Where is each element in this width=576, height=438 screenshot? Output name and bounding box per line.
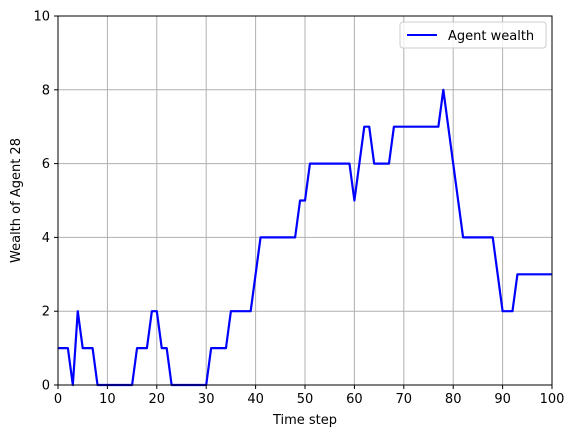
y-axis-label: Wealth of Agent 28 bbox=[9, 138, 24, 263]
x-tick-label: 10 bbox=[99, 392, 116, 407]
y-tick-label: 10 bbox=[33, 10, 50, 25]
x-axis-label: Time step bbox=[272, 413, 337, 428]
x-tick-label: 50 bbox=[297, 392, 314, 407]
x-tick-label: 30 bbox=[198, 392, 215, 407]
x-tick-label: 80 bbox=[445, 392, 462, 407]
ticks: 0 10 20 30 40 50 60 70 80 90 100 0 2 4 6 8 10 bbox=[33, 10, 564, 408]
y-tick-label: 2 bbox=[42, 305, 50, 320]
x-tick-label: 20 bbox=[149, 392, 166, 407]
x-tick-label: 60 bbox=[346, 392, 363, 407]
x-tick-label: 70 bbox=[396, 392, 413, 407]
legend-box bbox=[399, 21, 547, 49]
x-tick-label: 0 bbox=[54, 392, 62, 407]
y-tick-label: 8 bbox=[42, 83, 50, 98]
y-tick-label: 4 bbox=[42, 231, 50, 246]
x-tick-label: 90 bbox=[494, 392, 511, 407]
series-layer bbox=[58, 88, 552, 387]
series-line-agent-wealth bbox=[58, 88, 552, 387]
legend-label: Agent wealth bbox=[448, 29, 534, 44]
y-tick-label: 6 bbox=[42, 157, 50, 172]
x-tick-label: 40 bbox=[247, 392, 264, 407]
y-tick-label: 0 bbox=[42, 379, 50, 394]
x-tick-label: 100 bbox=[540, 392, 565, 407]
legend: Agent wealth bbox=[399, 21, 547, 49]
